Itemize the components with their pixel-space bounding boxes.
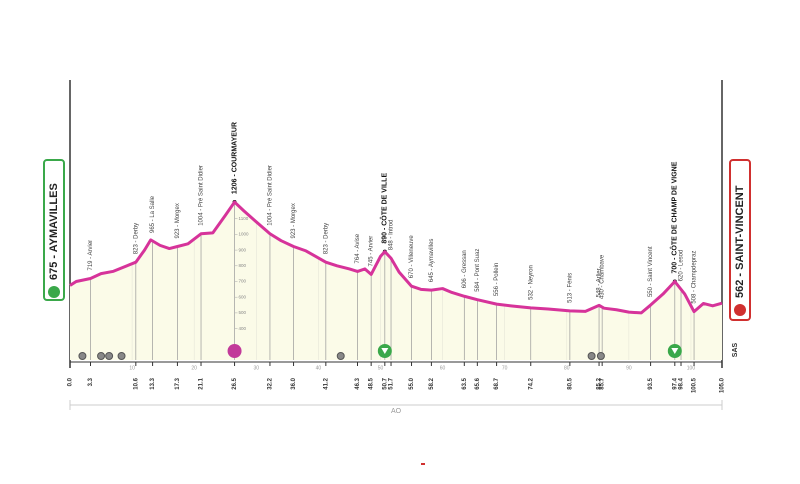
km-label: 100 — [687, 365, 696, 371]
y-tick-label: 1000 — [239, 232, 250, 237]
x-tick-label: 97.4 — [672, 377, 678, 389]
x-tick-label: 10.6 — [133, 377, 139, 389]
x-tick-label: 100.5 — [692, 377, 698, 393]
y-tick-label: 800 — [239, 263, 247, 268]
sprint-icon — [105, 352, 114, 360]
x-tick-label: 80.5 — [567, 377, 573, 389]
km-label: 40 — [316, 365, 322, 371]
x-tick-label: 74.2 — [528, 377, 534, 389]
waypoint-label: 823 - Derby — [133, 223, 139, 254]
waypoint-label: 556 - Pollein — [494, 263, 500, 296]
waypoint-label: 923 - Morgex — [175, 203, 181, 238]
km-label: 70 — [502, 365, 508, 371]
kom-arrow — [381, 348, 389, 354]
waypoint-label: 670 - Villeneuve — [409, 235, 415, 279]
brand: SAS — [732, 342, 739, 357]
mark — [421, 463, 425, 465]
x-tick-label: 41.2 — [323, 377, 329, 389]
sprint-icon — [587, 352, 596, 360]
km-label: 50 — [378, 365, 384, 371]
x-tick-label: 48.5 — [369, 377, 375, 389]
waypoint-label: 508 - Champdepraz — [692, 251, 698, 304]
km-label: 60 — [440, 365, 446, 371]
x-tick-label: 55.0 — [409, 377, 415, 389]
x-tick-label: 68.7 — [494, 377, 500, 389]
x-tick-label: 0.0 — [68, 377, 74, 386]
x-tick-label: 50.7 — [382, 377, 388, 389]
x-tick-label: 65.6 — [475, 377, 481, 389]
waypoint-label: 1206 - COURMAYEUR — [231, 122, 238, 194]
profile-line — [69, 200, 723, 315]
waypoint-label: 823 - Derby — [323, 223, 329, 254]
footer: AO — [391, 408, 402, 415]
y-tick-label: 600 — [239, 294, 247, 299]
x-tick-label: 63.5 — [462, 377, 468, 389]
waypoint-label: 532 - Neyron — [528, 265, 534, 300]
sprint-icon — [596, 352, 605, 360]
waypoint-label: 620 - Lesod — [679, 250, 685, 282]
waypoint-label: 719 - Arvier — [88, 240, 94, 271]
km-label: 30 — [254, 365, 260, 371]
waypoint-label: 700 - CÔTE DE CHAMP DE VIGNE — [670, 161, 679, 273]
waypoint-label: 848 - Introd — [389, 220, 395, 251]
y-tick-label: 400 — [239, 326, 247, 331]
waypoint-label: 513 - Fénis — [567, 273, 573, 303]
y-tick-label: 500 — [239, 310, 247, 315]
km-label: 80 — [564, 365, 570, 371]
waypoint-label: 550 - Saint Vincent — [648, 246, 654, 297]
x-tick-label: 51.7 — [389, 377, 395, 389]
km-label: 20 — [191, 365, 197, 371]
finish-label: 562 - SAINT-VINCENT — [734, 185, 746, 298]
finish-icon — [734, 304, 746, 316]
summit-icon — [227, 344, 242, 358]
waypoint-label: 1004 - Pré Saint Didier — [199, 165, 205, 226]
waypoint-label: 764 - Avise — [355, 233, 361, 263]
x-tick-label: 85.7 — [600, 377, 606, 389]
start-icon — [48, 286, 60, 298]
x-tick-label: 98.4 — [679, 377, 685, 389]
sprint-icon — [336, 352, 345, 360]
x-tick-label: 46.3 — [355, 377, 361, 389]
waypoint-label: 965 - La Salle — [150, 195, 156, 233]
y-tick-label: 900 — [239, 247, 247, 252]
y-tick-label: 700 — [239, 279, 247, 284]
waypoint-label: 923 - Morgex — [291, 203, 297, 238]
x-tick-label: 58.2 — [429, 377, 435, 389]
waypoint-label: 645 - Aymavilles — [429, 239, 435, 283]
sprint-icon — [78, 352, 87, 360]
waypoint-label: 548 - Arlier — [597, 268, 603, 297]
km-label: 90 — [626, 365, 632, 371]
km-label: 10 — [129, 365, 135, 371]
x-tick-label: 26.5 — [232, 377, 238, 389]
profile-area — [70, 202, 722, 360]
x-tick-label: 13.3 — [150, 377, 156, 389]
y-tick-label: 1100 — [239, 216, 249, 221]
sprint-icon — [117, 352, 126, 360]
x-tick-label: 3.3 — [88, 377, 94, 386]
waypoint-label: 745 - Arvier — [369, 236, 375, 267]
finish-box — [729, 159, 751, 321]
x-tick-label: 17.3 — [175, 377, 181, 389]
x-tick-label: 85.2 — [597, 377, 603, 389]
x-tick-label: 105.0 — [720, 377, 726, 393]
x-tick-label: 93.5 — [648, 377, 654, 389]
start-box — [43, 159, 65, 301]
waypoint-label: 1004 - Pré Saint Didier — [268, 165, 274, 226]
x-tick-label: 32.2 — [268, 377, 274, 389]
waypoint-label: 890 - CÔTE DE VILLE — [380, 173, 389, 244]
x-tick-label: 36.0 — [291, 377, 297, 389]
waypoint-label: 584 - Pont Suaz — [475, 249, 481, 292]
kom-arrow — [671, 348, 679, 354]
waypoint-label: 606 - Gressan — [462, 250, 468, 288]
start-label: 675 - AYMAVILLES — [48, 183, 60, 280]
sprint-icon — [97, 352, 106, 360]
x-tick-label: 21.1 — [199, 377, 205, 389]
waypoint-label: 430 - Chambave — [600, 254, 606, 299]
